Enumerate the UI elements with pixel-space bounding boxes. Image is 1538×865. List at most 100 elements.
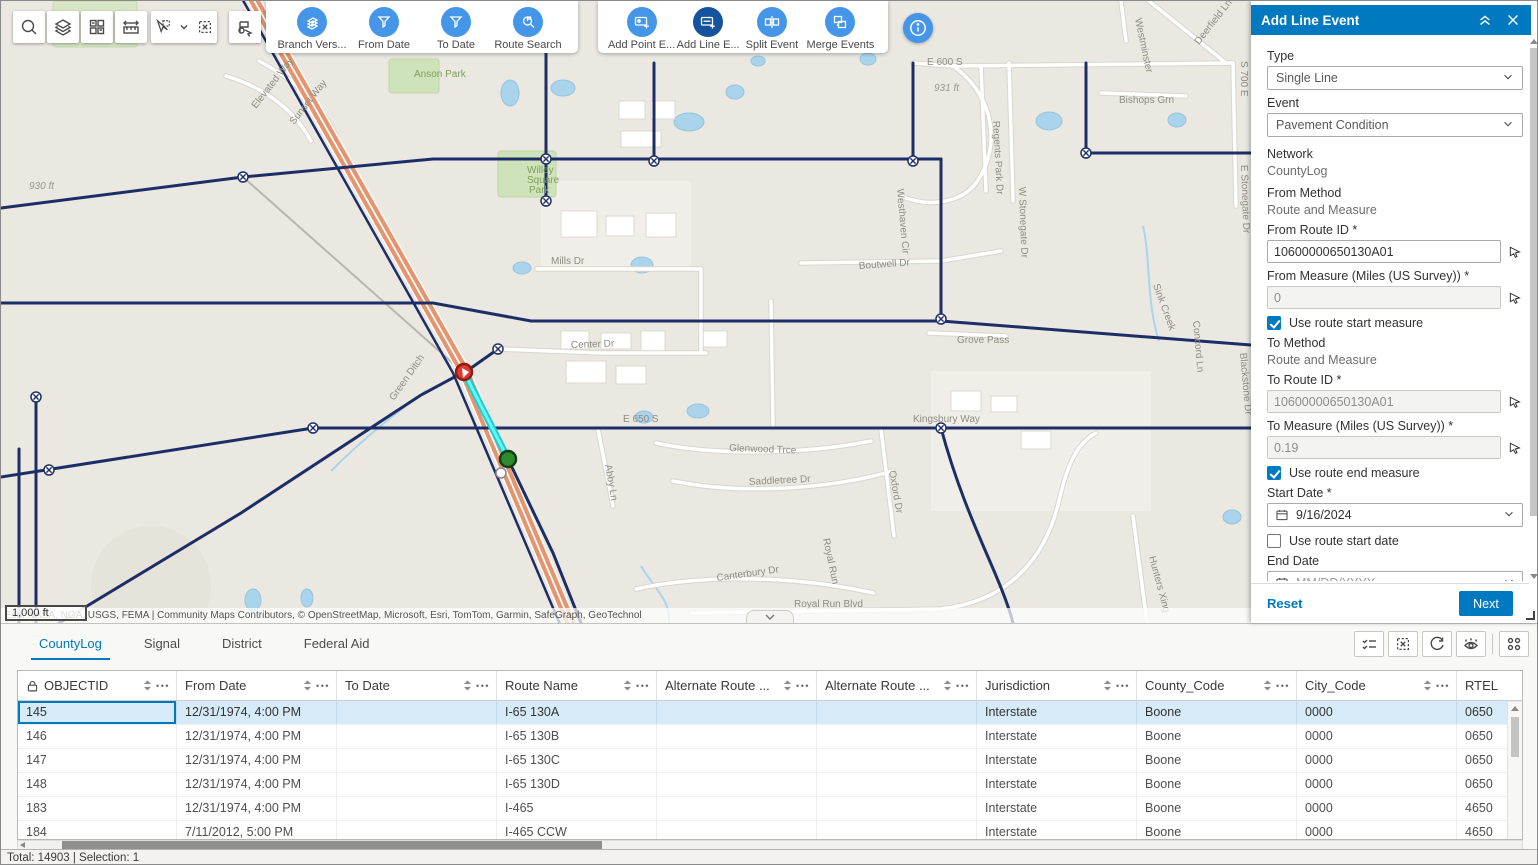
- to-date-filter-button[interactable]: To Date: [420, 7, 492, 51]
- panel-scrollbar[interactable]: [1529, 39, 1537, 579]
- route-select-tool-button[interactable]: [229, 11, 261, 43]
- route-start-marker[interactable]: [454, 362, 474, 382]
- collapse-panel-button[interactable]: [1477, 12, 1493, 28]
- table-cell[interactable]: [817, 701, 977, 724]
- table-cell[interactable]: 148: [18, 773, 177, 796]
- column-menu-icon[interactable]: •••: [1116, 680, 1130, 691]
- table-cell[interactable]: 0000: [1297, 797, 1457, 820]
- column-header-objectid[interactable]: OBJECTID •••: [18, 671, 177, 700]
- table-cell[interactable]: Boone: [1137, 773, 1297, 796]
- end-date-picker[interactable]: MM/DD/YYYY: [1267, 571, 1523, 581]
- column-header-jurisdiction[interactable]: Jurisdiction •••: [977, 671, 1137, 700]
- tab-countylog[interactable]: CountyLog: [31, 632, 110, 660]
- table-row[interactable]: 147 12/31/1974, 4:00 PM I-65 130C Interstat…: [18, 749, 1522, 773]
- table-row[interactable]: 145 12/31/1974, 4:00 PM I-65 130A Interstat…: [18, 701, 1522, 725]
- column-header-county-code[interactable]: County_Code •••: [1137, 671, 1297, 700]
- table-cell[interactable]: [657, 725, 817, 748]
- pick-to-measure-on-map-button[interactable]: [1505, 440, 1523, 455]
- search-button[interactable]: [13, 11, 45, 43]
- table-cell[interactable]: [657, 773, 817, 796]
- table-cell[interactable]: [817, 725, 977, 748]
- table-cell[interactable]: Boone: [1137, 701, 1297, 724]
- table-cell[interactable]: 0000: [1297, 773, 1457, 796]
- table-cell[interactable]: 0000: [1297, 701, 1457, 724]
- table-cell[interactable]: 0650: [1457, 749, 1522, 772]
- refresh-button[interactable]: [1422, 631, 1452, 657]
- table-cell[interactable]: [657, 797, 817, 820]
- table-cell[interactable]: [657, 701, 817, 724]
- basemap-gallery-button[interactable]: [81, 11, 113, 43]
- use-route-end-measure-checkbox[interactable]: Use route end measure: [1267, 466, 1523, 480]
- table-cell[interactable]: I-465 CCW: [497, 821, 657, 839]
- table-cell[interactable]: 145: [18, 701, 177, 724]
- column-header-from-date[interactable]: From Date •••: [177, 671, 337, 700]
- table-cell[interactable]: [337, 773, 497, 796]
- table-cell[interactable]: 146: [18, 725, 177, 748]
- column-menu-icon[interactable]: •••: [1436, 680, 1450, 691]
- table-options-button[interactable]: [1499, 631, 1529, 657]
- route-end-marker[interactable]: [498, 449, 518, 469]
- table-cell[interactable]: 0650: [1457, 773, 1522, 796]
- table-row[interactable]: 146 12/31/1974, 4:00 PM I-65 130B Interstat…: [18, 725, 1522, 749]
- tab-signal[interactable]: Signal: [143, 636, 181, 651]
- column-menu-icon[interactable]: •••: [956, 680, 970, 691]
- table-cell[interactable]: 0000: [1297, 749, 1457, 772]
- table-cell[interactable]: I-65 130C: [497, 749, 657, 772]
- table-cell[interactable]: I-65 130D: [497, 773, 657, 796]
- column-header-alternate-route-[interactable]: Alternate Route ... •••: [817, 671, 977, 700]
- column-header-route-name[interactable]: Route Name •••: [497, 671, 657, 700]
- table-cell[interactable]: Boone: [1137, 725, 1297, 748]
- use-route-start-measure-checkbox[interactable]: Use route start measure: [1267, 316, 1523, 330]
- column-header-rtel[interactable]: RTEL: [1457, 671, 1522, 700]
- pick-from-route-on-map-button[interactable]: [1505, 244, 1523, 259]
- table-cell[interactable]: 7/11/2012, 5:00 PM: [177, 821, 337, 839]
- column-menu-icon[interactable]: •••: [316, 680, 330, 691]
- table-row[interactable]: 183 12/31/1974, 4:00 PM I-465 Interstate Boo…: [18, 797, 1522, 821]
- table-row[interactable]: 184 7/11/2012, 5:00 PM I-465 CCW Interstate…: [18, 821, 1522, 839]
- table-cell[interactable]: 4650: [1457, 797, 1522, 820]
- column-menu-icon[interactable]: •••: [476, 680, 490, 691]
- hide-fields-button[interactable]: [1456, 631, 1486, 657]
- table-cell[interactable]: 4650: [1457, 821, 1522, 839]
- measure-button[interactable]: [115, 11, 147, 43]
- table-cell[interactable]: [817, 821, 977, 839]
- table-cell[interactable]: [817, 797, 977, 820]
- use-route-start-date-checkbox[interactable]: Use route start date: [1267, 534, 1523, 548]
- table-cell[interactable]: [337, 821, 497, 839]
- scrollbar-thumb[interactable]: [1511, 717, 1519, 757]
- table-cell[interactable]: [817, 749, 977, 772]
- column-header-to-date[interactable]: To Date •••: [337, 671, 497, 700]
- table-cell[interactable]: 12/31/1974, 4:00 PM: [177, 797, 337, 820]
- table-cell[interactable]: 12/31/1974, 4:00 PM: [177, 701, 337, 724]
- scrollbar-thumb[interactable]: [1530, 48, 1537, 516]
- table-cell[interactable]: [657, 821, 817, 839]
- column-header-city-code[interactable]: City_Code •••: [1297, 671, 1457, 700]
- close-panel-button[interactable]: [1505, 12, 1521, 28]
- split-event-button[interactable]: Split Event: [741, 7, 803, 51]
- table-cell[interactable]: I-65 130B: [497, 725, 657, 748]
- clear-selection-icon[interactable]: [196, 18, 214, 36]
- table-cell[interactable]: Boone: [1137, 749, 1297, 772]
- clear-table-selection-button[interactable]: [1388, 631, 1418, 657]
- table-cell[interactable]: I-65 130A: [497, 701, 657, 724]
- table-cell[interactable]: Interstate: [977, 821, 1137, 839]
- table-cell[interactable]: 0000: [1297, 725, 1457, 748]
- table-cell[interactable]: Boone: [1137, 821, 1297, 839]
- pick-from-measure-on-map-button[interactable]: [1505, 290, 1523, 305]
- table-cell[interactable]: [817, 773, 977, 796]
- table-row[interactable]: 148 12/31/1974, 4:00 PM I-65 130D Interstat…: [18, 773, 1522, 797]
- column-menu-icon[interactable]: •••: [636, 680, 650, 691]
- type-select[interactable]: Single Line: [1267, 66, 1523, 90]
- table-cell[interactable]: Interstate: [977, 797, 1137, 820]
- table-cell[interactable]: 12/31/1974, 4:00 PM: [177, 749, 337, 772]
- tab-district[interactable]: District: [222, 636, 262, 651]
- add-point-event-button[interactable]: Add Point E...: [608, 7, 675, 51]
- layers-button[interactable]: [47, 11, 79, 43]
- branch-versions-button[interactable]: Branch Vers...: [276, 7, 348, 51]
- table-cell[interactable]: [337, 701, 497, 724]
- table-cell[interactable]: [337, 749, 497, 772]
- checkbox[interactable]: [1267, 534, 1281, 548]
- table-cell[interactable]: 0650: [1457, 725, 1522, 748]
- show-selected-records-button[interactable]: [1354, 631, 1384, 657]
